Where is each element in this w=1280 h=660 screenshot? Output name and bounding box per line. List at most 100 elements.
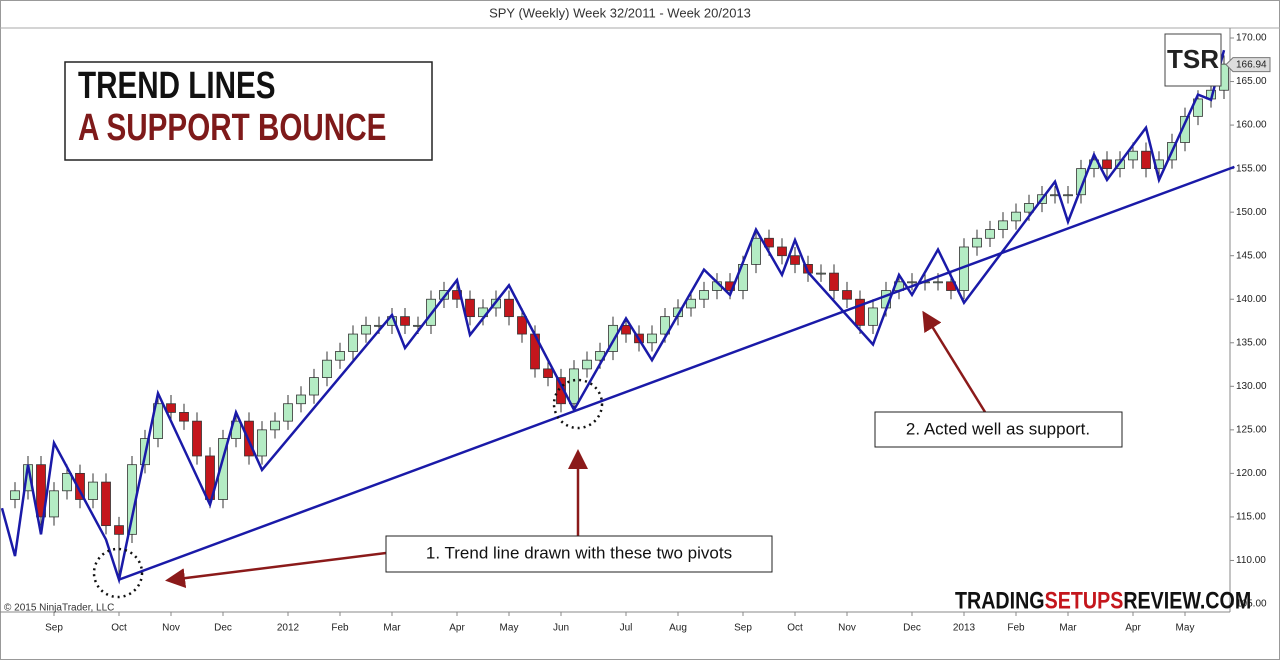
candle-body xyxy=(686,298,696,309)
candle-body xyxy=(270,420,280,431)
candle-body xyxy=(699,290,709,300)
heading: TREND LINES xyxy=(78,65,276,107)
candle-body xyxy=(517,316,527,335)
x-tick-label: Apr xyxy=(449,623,465,634)
last-price-label: 166.94 xyxy=(1236,59,1267,70)
brand-part: SETUPS xyxy=(1045,586,1124,613)
candle-body xyxy=(556,377,566,405)
candle-body xyxy=(998,220,1008,230)
candle-body xyxy=(166,403,176,413)
x-tick-label: Oct xyxy=(111,623,127,634)
x-tick-label: May xyxy=(1176,623,1195,634)
x-tick-label: Oct xyxy=(787,623,803,634)
y-tick-label: 120.00 xyxy=(1236,468,1267,479)
candle-body xyxy=(829,272,839,291)
copyright: © 2015 NinjaTrader, LLC xyxy=(4,603,114,614)
candle-body xyxy=(933,281,943,284)
candle-body xyxy=(972,237,982,248)
candle-body xyxy=(335,351,345,361)
annotation: 2. Acted well as support. xyxy=(906,419,1090,438)
candle-body xyxy=(296,394,306,405)
candle-body xyxy=(621,324,631,335)
chart-title: SPY (Weekly) Week 32/2011 - Week 20/2013 xyxy=(489,5,751,20)
x-tick-label: Apr xyxy=(1125,623,1141,634)
candle-body xyxy=(153,403,163,439)
x-tick-label: Mar xyxy=(383,623,401,634)
candle-body xyxy=(647,333,657,344)
candle-body xyxy=(1193,98,1203,117)
candle-body xyxy=(348,333,358,352)
candle-body xyxy=(1180,115,1190,143)
candle-body xyxy=(816,272,826,275)
candle-body xyxy=(218,438,228,500)
y-tick-label: 110.00 xyxy=(1236,555,1266,566)
x-tick-label: Sep xyxy=(734,623,752,634)
candle-body xyxy=(322,359,332,378)
logo: TSR xyxy=(1167,44,1219,74)
x-tick-label: May xyxy=(500,623,519,634)
pivot-circle xyxy=(552,378,604,430)
annotation: 1. Trend line drawn with these two pivot… xyxy=(426,543,732,562)
zigzag-line xyxy=(0,49,1226,585)
candle-body xyxy=(608,324,618,352)
candle-body xyxy=(842,290,852,300)
candle-body xyxy=(907,281,917,284)
x-tick-label: Nov xyxy=(838,623,856,634)
y-tick-label: 125.00 xyxy=(1236,424,1267,435)
candle-body xyxy=(400,316,410,326)
trend-line xyxy=(118,165,1235,581)
candle-body xyxy=(179,412,189,422)
candle-body xyxy=(439,290,449,300)
candle-body xyxy=(1011,211,1021,222)
x-tick-label: 2012 xyxy=(277,623,300,634)
candle-body xyxy=(10,490,20,500)
candle-body xyxy=(283,403,293,422)
candle-body xyxy=(309,377,319,396)
y-tick-label: 170.00 xyxy=(1236,33,1267,44)
arrow xyxy=(922,310,987,413)
candle-body xyxy=(257,429,267,457)
x-tick-label: 2013 xyxy=(953,623,976,634)
subheading: A SUPPORT BOUNCE xyxy=(78,107,386,149)
x-tick-label: Feb xyxy=(1007,623,1025,634)
candle-body xyxy=(101,481,111,527)
candle-body xyxy=(660,316,670,335)
x-tick-label: Sep xyxy=(45,623,63,634)
x-tick-label: Mar xyxy=(1059,623,1077,634)
y-tick-label: 115.00 xyxy=(1236,512,1266,523)
candle-body xyxy=(205,455,215,500)
y-tick-label: 155.00 xyxy=(1236,163,1267,174)
x-tick-label: Dec xyxy=(903,623,921,634)
candle-body xyxy=(1141,150,1151,170)
x-tick-label: Aug xyxy=(669,623,687,634)
y-tick-label: 145.00 xyxy=(1236,250,1267,261)
candle-body xyxy=(985,229,995,239)
candle-body xyxy=(504,298,514,318)
candle-body xyxy=(1024,203,1034,213)
y-tick-label: 165.00 xyxy=(1236,76,1267,87)
candle-body xyxy=(1063,194,1073,197)
y-tick-label: 105.00 xyxy=(1236,599,1267,610)
x-tick-label: Jun xyxy=(553,623,569,634)
y-tick-label: 140.00 xyxy=(1236,294,1267,305)
plot: 105.00 110.00 115.00 120.00 125.00 130.00 135.… xyxy=(0,33,1271,634)
candle-body xyxy=(88,481,98,500)
annotation-box xyxy=(874,411,1123,448)
brand-part: REVIEW.COM xyxy=(1123,586,1251,613)
y-tick-label: 160.00 xyxy=(1236,120,1267,131)
candle-body xyxy=(855,298,865,326)
candle-body xyxy=(361,324,371,335)
pivot-circle xyxy=(92,547,144,599)
heading-box xyxy=(64,61,433,161)
candle-body xyxy=(751,237,761,265)
candle-body xyxy=(1102,159,1112,170)
candle-body xyxy=(465,298,475,318)
last-price-marker xyxy=(1225,57,1271,73)
candle-body xyxy=(36,464,46,518)
y-tick-label: 135.00 xyxy=(1236,337,1267,348)
brand-part: TRADING xyxy=(955,586,1045,613)
candle-body xyxy=(1128,150,1138,161)
brand: TRADINGSETUPSREVIEW.COM xyxy=(955,586,1251,613)
candle-body xyxy=(62,472,72,492)
